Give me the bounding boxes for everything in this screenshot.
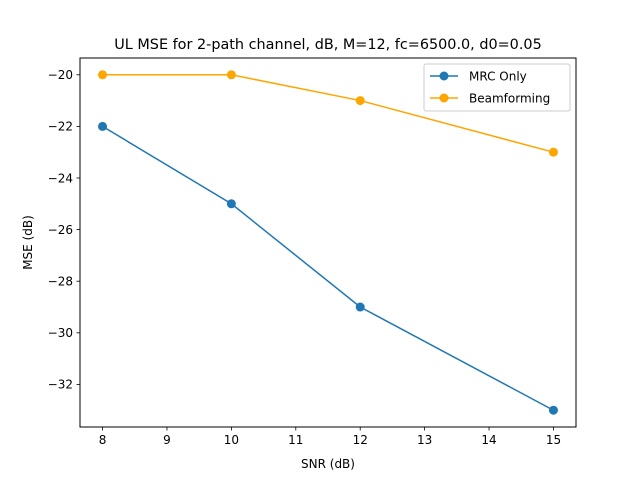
legend-marker-mrc-only: [439, 71, 449, 81]
y-axis-ticks: −32 −30 −28 −26 −24 −22 −20: [48, 68, 80, 392]
data-point-mrc-only: [548, 405, 558, 415]
legend-box: [423, 63, 571, 112]
x-tick-label: 8: [99, 433, 107, 447]
data-point-mrc-only: [226, 199, 236, 209]
x-axis-ticks: 8 9 10 11 12 13 14 15: [99, 427, 561, 447]
data-point-beamforming: [226, 70, 236, 80]
y-tick-label: −26: [48, 223, 73, 237]
plot-area: [80, 58, 576, 427]
legend-label-beamforming: Beamforming: [469, 92, 550, 106]
data-point-mrc-only: [355, 302, 365, 312]
x-tick-label: 14: [481, 433, 496, 447]
y-tick-label: −20: [48, 68, 73, 82]
x-tick-label: 11: [288, 433, 303, 447]
y-tick-label: −32: [48, 378, 73, 392]
legend: MRC Only Beamforming: [423, 63, 571, 112]
chart-title: UL MSE for 2-path channel, dB, M=12, fc=…: [114, 37, 541, 53]
x-tick-label: 9: [163, 433, 171, 447]
y-tick-label: −22: [48, 120, 73, 134]
x-tick-label: 15: [546, 433, 561, 447]
y-tick-label: −28: [48, 275, 73, 289]
x-tick-label: 10: [224, 433, 239, 447]
series-line-beamforming: [102, 74, 554, 153]
data-point-beamforming: [548, 147, 558, 157]
x-tick-label: 12: [353, 433, 368, 447]
series-layer: [98, 70, 558, 415]
x-tick-label: 13: [417, 433, 432, 447]
x-axis-label: SNR (dB): [301, 457, 355, 471]
data-point-beamforming: [98, 70, 108, 80]
legend-label-mrc-only: MRC Only: [469, 70, 527, 84]
plot-frame: [79, 57, 577, 428]
data-point-mrc-only: [98, 121, 108, 131]
legend-marker-beamforming: [439, 93, 449, 103]
y-tick-label: −30: [48, 326, 73, 340]
y-tick-label: −24: [48, 171, 73, 185]
y-axis-label: MSE (dB): [21, 215, 35, 270]
data-point-beamforming: [355, 96, 365, 106]
series-line-mrc-only: [102, 125, 554, 411]
